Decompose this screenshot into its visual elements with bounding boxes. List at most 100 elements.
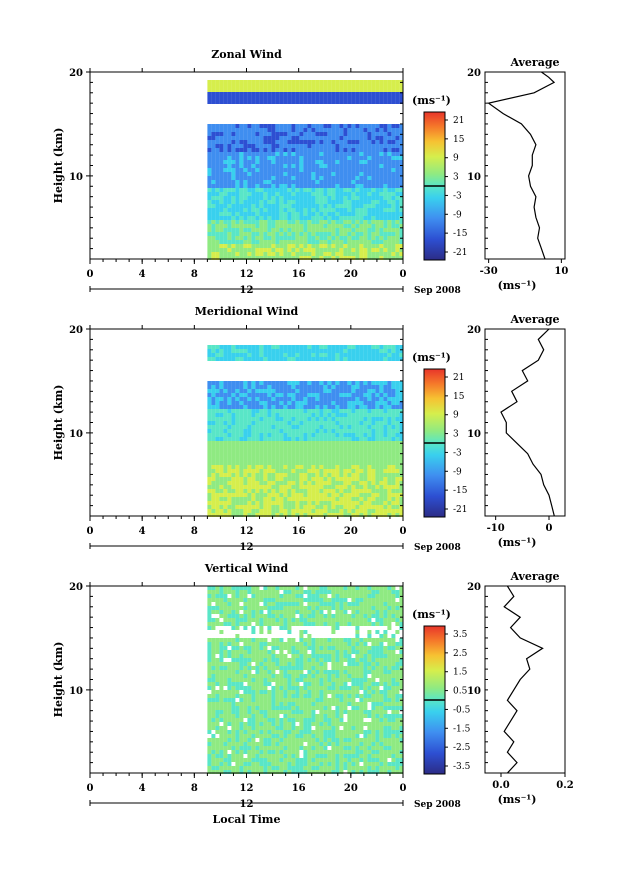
heatmap-cell: [235, 449, 240, 453]
heatmap-cell: [239, 192, 244, 196]
heatmap-cell: [399, 501, 404, 505]
heatmap-cell: [315, 453, 320, 457]
heatmap-cell: [223, 513, 228, 517]
heatmap-cell: [367, 658, 372, 662]
heatmap-cell: [223, 457, 228, 461]
heatmap-cell: [311, 160, 316, 164]
heatmap-cell: [395, 409, 400, 413]
heatmap-cell: [215, 132, 220, 136]
heatmap-cell: [219, 437, 224, 441]
heatmap-cell: [243, 220, 248, 224]
heatmap-cell: [279, 626, 284, 630]
heatmap-cell: [371, 381, 376, 385]
heatmap-cell: [255, 92, 260, 96]
heatmap-cell: [239, 614, 244, 618]
heatmap-cell: [283, 381, 288, 385]
heatmap-cell: [207, 385, 212, 389]
heatmap-cell: [215, 124, 220, 128]
heatmap-cell: [299, 457, 304, 461]
heatmap-cell: [283, 212, 288, 216]
heatmap-cell: [351, 433, 356, 437]
heatmap-cell: [391, 509, 396, 513]
heatmap-cell: [227, 501, 232, 505]
heatmap-cell: [263, 449, 268, 453]
heatmap-cell: [359, 381, 364, 385]
heatmap-cell: [251, 92, 256, 96]
heatmap-cell: [279, 622, 284, 626]
heatmap-cell: [251, 172, 256, 176]
heatmap-cell: [303, 172, 308, 176]
heatmap-cell: [323, 441, 328, 445]
heatmap-cell: [387, 228, 392, 232]
heatmap-cell: [207, 96, 212, 100]
heatmap-cell: [355, 437, 360, 441]
heatmap-cell: [331, 393, 336, 397]
heatmap-cell: [327, 168, 332, 172]
heatmap-cell: [375, 156, 380, 160]
heatmap-cell: [231, 256, 236, 260]
heatmap-cell: [287, 176, 292, 180]
heatmap-cell: [207, 252, 212, 256]
heatmap-cell: [315, 204, 320, 208]
heatmap-cell: [375, 501, 380, 505]
heatmap-cell: [291, 429, 296, 433]
heatmap-cell: [347, 96, 352, 100]
heatmap-cell: [371, 646, 376, 650]
heatmap-cell: [231, 212, 236, 216]
heatmap-cell: [319, 497, 324, 501]
heatmap-cell: [255, 489, 260, 493]
heatmap-cell: [271, 212, 276, 216]
heatmap-cell: [243, 176, 248, 180]
heatmap-cell: [319, 618, 324, 622]
heatmap-cell: [207, 646, 212, 650]
heatmap-cell: [395, 200, 400, 204]
heatmap-cell: [243, 132, 248, 136]
heatmap-cell: [267, 658, 272, 662]
heatmap-cell: [287, 96, 292, 100]
date-tick-label: 12: [240, 285, 254, 296]
heatmap-cell: [211, 441, 216, 445]
heatmap-cell: [207, 614, 212, 618]
heatmap-cell: [355, 401, 360, 405]
heatmap-cell: [391, 405, 396, 409]
heatmap-cell: [319, 176, 324, 180]
heatmap-cell: [231, 96, 236, 100]
heatmap-cell: [355, 598, 360, 602]
heatmap-cell: [235, 489, 240, 493]
heatmap-cell: [227, 240, 232, 244]
heatmap-cell: [275, 622, 280, 626]
heatmap-cell: [227, 461, 232, 465]
heatmap-cell: [319, 248, 324, 252]
heatmap-cell: [299, 409, 304, 413]
heatmap-cell: [231, 586, 236, 590]
heatmap-cell: [227, 610, 232, 614]
heatmap-cell: [367, 457, 372, 461]
heatmap-cell: [371, 345, 376, 349]
heatmap-cell: [231, 204, 236, 208]
heatmap-cell: [219, 489, 224, 493]
heatmap-cell: [231, 192, 236, 196]
heatmap-cell: [335, 622, 340, 626]
heatmap-cell: [375, 92, 380, 96]
heatmap-cell: [303, 88, 308, 92]
heatmap-cell: [215, 80, 220, 84]
heatmap-cell: [303, 128, 308, 132]
heatmap-cell: [355, 160, 360, 164]
heatmap-cell: [287, 385, 292, 389]
heatmap-cell: [375, 353, 380, 357]
heatmap-cell: [363, 192, 368, 196]
heatmap-cell: [267, 485, 272, 489]
heatmap-cell: [267, 397, 272, 401]
heatmap-cell: [311, 658, 316, 662]
heatmap-cell: [383, 493, 388, 497]
heatmap-cell: [339, 481, 344, 485]
heatmap-cell: [363, 493, 368, 497]
heatmap-cell: [219, 204, 224, 208]
heatmap-cell: [283, 248, 288, 252]
heatmap-cell: [283, 172, 288, 176]
heatmap-cell: [267, 453, 272, 457]
heatmap-cell: [275, 96, 280, 100]
heatmap-cell: [291, 445, 296, 449]
heatmap-cell: [347, 192, 352, 196]
heatmap-cell: [263, 80, 268, 84]
